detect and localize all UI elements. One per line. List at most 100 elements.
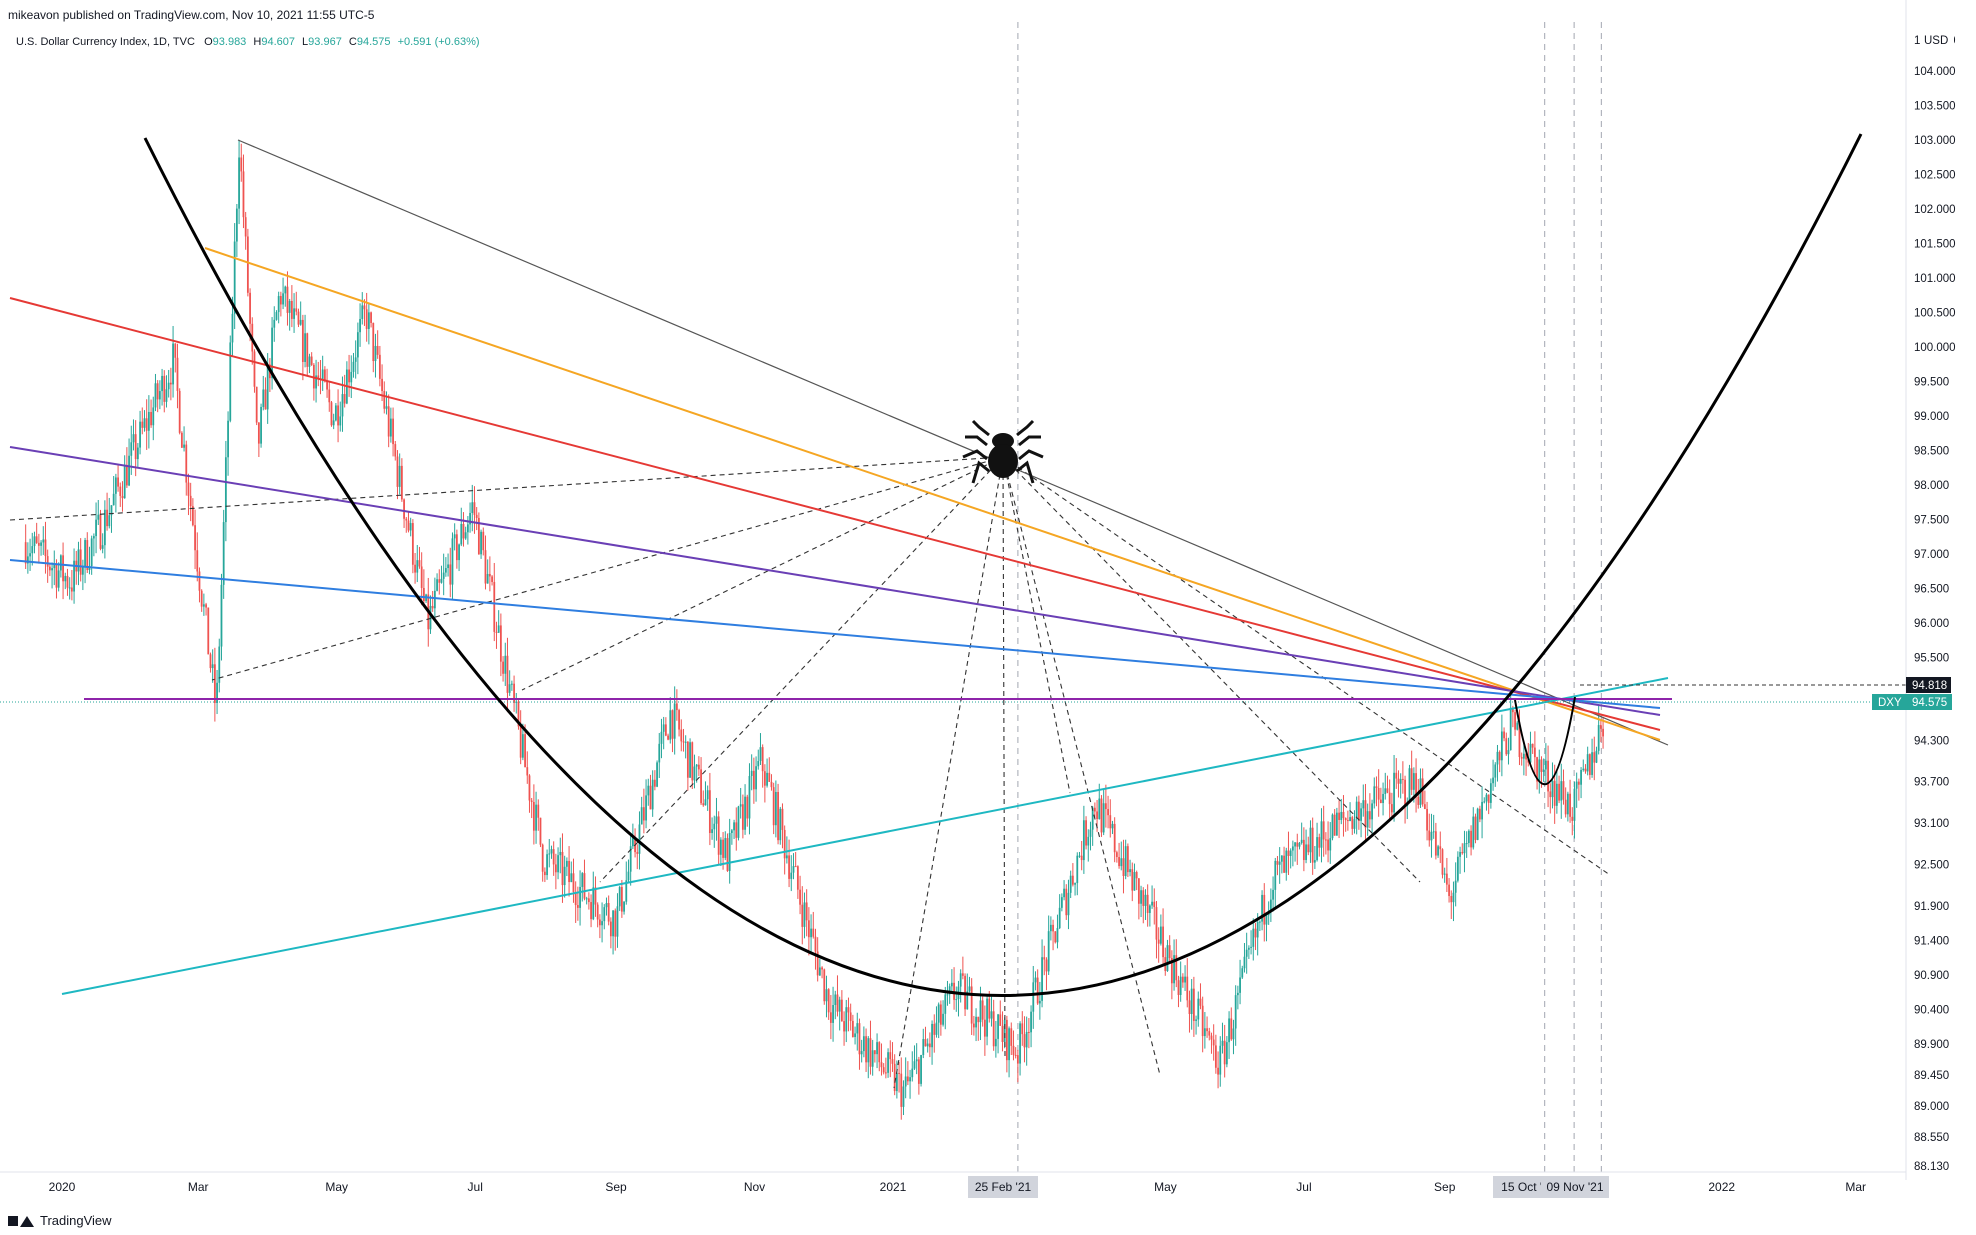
candle-body [1219,1045,1222,1075]
candle-body [722,839,724,858]
candle-body [568,860,570,883]
date-highlight-label: 25 Feb '21 [975,1180,1032,1194]
candle-body [1144,894,1147,906]
candle-body [948,986,951,995]
currency-label: USD [1924,35,1948,47]
candle-body [1001,1025,1004,1042]
candle-body [1080,855,1083,861]
candle-body [121,496,124,499]
candle-body [612,910,614,937]
candle-body [1071,875,1074,885]
candle-body [356,332,359,358]
candle-body [1573,788,1576,821]
candle-body [1346,820,1349,822]
date-highlight-badge [1541,1176,1609,1198]
candle-body [145,418,148,431]
candle-body [1230,1018,1233,1040]
candle-body [163,375,166,402]
time-tick-label: Jul [1296,1180,1311,1194]
candle-body [1280,855,1283,862]
candle-body [1588,754,1591,775]
candle-body [893,1063,896,1092]
candle-body [242,171,245,218]
candle-body [1500,731,1503,761]
candle-body [601,921,603,926]
candle-body [563,866,566,886]
candle-body [1410,768,1413,790]
candle-body [1393,772,1395,813]
candle-body [1129,869,1131,873]
date-highlight-label: 09 Nov '21 [1547,1180,1604,1194]
candle-body [1437,846,1439,856]
candle-body [1408,768,1411,802]
candle-body [1593,752,1596,763]
candle-body [695,764,698,767]
candle-body [257,422,260,444]
candle-body [1181,976,1184,983]
candle-body [110,505,113,516]
candle-body [726,838,729,871]
candle-body [779,808,782,841]
web-line [1002,456,1071,794]
candle-body [1313,860,1316,863]
candle-body [656,762,658,787]
candle-body [504,655,507,674]
candle-body [1294,842,1296,847]
candle-body [640,807,643,825]
web-line [521,456,1004,691]
candle-body [829,1012,832,1023]
candle-body [220,584,223,647]
candle-body [488,573,491,577]
candle-body [1423,804,1426,809]
candle-body [1146,894,1149,913]
spider-body [988,444,1018,478]
candle-body [1148,905,1151,913]
candle-body [887,1052,889,1073]
candle-body [761,747,764,772]
candle-body [1384,788,1387,794]
candle-body [447,564,449,569]
candle-body [1551,780,1554,798]
candle-body [1049,924,1052,932]
candle-body [774,791,777,826]
candle-body [1553,780,1556,806]
candle-body [1239,977,1241,993]
candle-body [1197,998,1200,1020]
candle-body [117,477,119,487]
candle-body [1120,858,1123,867]
candle-body [1595,750,1598,763]
candle-body [361,305,364,320]
candle-body [693,766,696,781]
candle-body [315,375,317,389]
marker-price-label: 94.818 [1912,680,1947,692]
candle-body [57,570,60,588]
candle-body [1324,839,1327,841]
candle-body [794,866,797,868]
candle-body [112,493,115,506]
candle-body [972,1023,975,1028]
orange-trend-line [204,247,1661,741]
candle-body [1287,850,1290,856]
candle-body [1254,928,1257,938]
candle-body [70,587,73,592]
candle-body [818,967,821,976]
candle-body [1118,857,1120,867]
candle-body [1109,815,1112,829]
candle-body [363,305,366,310]
spider-icon [962,419,1044,484]
candle-body [717,816,720,855]
candle-body [1547,760,1549,792]
candle-body [1577,781,1580,785]
price-tick-label: 89.000 [1914,1101,1949,1113]
candle-body [746,796,749,819]
candle-body [1503,731,1505,739]
candle-body [147,411,150,431]
candle-body [1045,959,1048,972]
candle-body [876,1042,878,1055]
candle-body [543,871,546,876]
candle-body [796,866,799,890]
candle-body [376,345,379,355]
candle-body [1102,803,1105,833]
candle-body [924,1039,927,1047]
